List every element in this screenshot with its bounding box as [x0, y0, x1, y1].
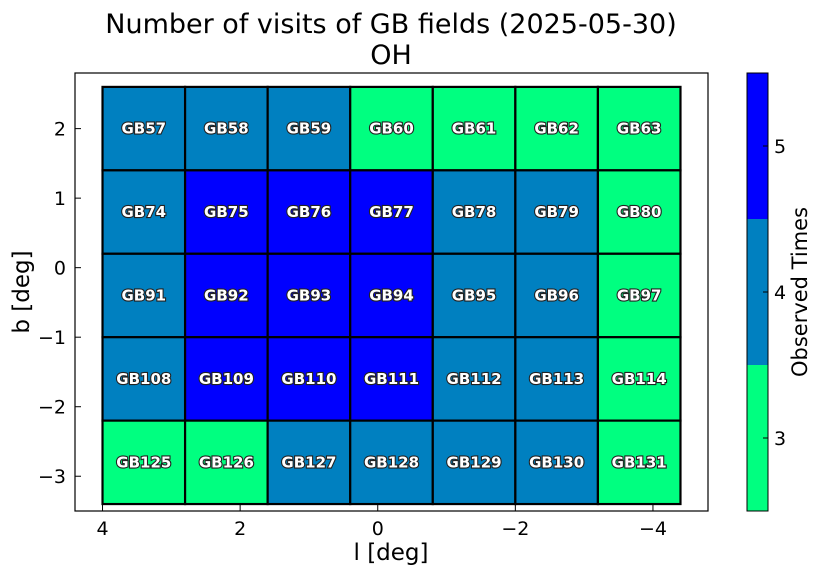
y-tick-label: −3: [38, 466, 66, 488]
field-label: GB57: [121, 120, 166, 138]
colorbar-tick-label: 5: [774, 136, 786, 158]
x-tick-label: −2: [501, 518, 529, 540]
field-cell: [101, 85, 187, 172]
x-tick-label: 2: [234, 518, 246, 540]
field-cell: [183, 252, 269, 339]
field-label: GB75: [204, 203, 249, 221]
field-label: GB74: [121, 203, 166, 221]
field-label: GB112: [447, 370, 502, 388]
chart-subtitle: OH: [370, 40, 412, 71]
field-cell: [183, 169, 269, 255]
field-label: GB113: [529, 370, 584, 388]
plot-area: GB57 GB58 GB59 GB60 GB61 GB62 GB63 GB74 GB75 GB76…: [38, 72, 709, 540]
field-label: GB93: [287, 286, 332, 304]
field-label: GB62: [534, 120, 579, 138]
field-label: GB80: [617, 203, 662, 221]
field-cell: [596, 419, 682, 506]
y-tick-label: 0: [54, 258, 66, 280]
y-tick-label: 2: [54, 119, 66, 141]
chart-title: Number of visits of GB fields (2025-05-3…: [105, 9, 676, 40]
field-cell: [349, 169, 434, 255]
field-label: GB130: [529, 453, 584, 471]
x-axis-ticks: 4 2 0 −2 −4: [96, 505, 667, 540]
field-label: GB110: [281, 370, 336, 388]
field-label: GB97: [617, 286, 662, 304]
field-cell: [596, 336, 682, 422]
field-label: GB111: [364, 370, 419, 388]
colorbar-label: Observed Times: [788, 207, 812, 377]
field-label: GB95: [452, 286, 497, 304]
colorbar-tick-label: 3: [774, 428, 786, 450]
field-label: GB61: [452, 120, 497, 138]
field-label: GB91: [121, 286, 166, 304]
field-label: GB59: [287, 120, 332, 138]
field-label: GB114: [612, 370, 667, 388]
colorbar-level: [747, 73, 768, 219]
field-cell: [431, 336, 517, 422]
y-tick-label: −1: [38, 327, 66, 349]
field-label: GB63: [617, 120, 662, 138]
field-label: GB79: [534, 203, 579, 221]
x-tick-label: −4: [639, 518, 667, 540]
field-cell: [431, 252, 517, 339]
field-label: GB78: [452, 203, 497, 221]
colorbar-level: [747, 365, 768, 511]
y-axis-label: b [deg]: [9, 250, 35, 333]
x-axis-label: l [deg]: [354, 540, 429, 566]
colorbar: 3 4 5 Observed Times: [746, 72, 812, 512]
field-cell: [101, 336, 187, 422]
field-label: GB128: [364, 453, 419, 471]
field-cell: [514, 419, 600, 506]
field-label: GB58: [204, 120, 249, 138]
y-tick-label: 1: [54, 188, 66, 210]
field-label: GB76: [287, 203, 332, 221]
field-label: GB77: [369, 203, 414, 221]
field-label: GB131: [612, 453, 667, 471]
field-cell: [183, 419, 269, 506]
y-tick-label: −2: [38, 397, 66, 419]
field-label: GB96: [534, 286, 579, 304]
colorbar-level: [747, 219, 768, 365]
field-cell: [266, 252, 352, 339]
field-label: GB92: [204, 286, 249, 304]
field-label: GB109: [199, 370, 254, 388]
field-cell: [514, 169, 600, 255]
field-label: GB60: [369, 120, 414, 138]
field-cell: [431, 419, 517, 506]
field-cell: [431, 85, 517, 172]
field-label: GB108: [116, 370, 171, 388]
colorbar-tick-label: 4: [774, 282, 786, 304]
x-tick-label: 0: [372, 518, 384, 540]
field-cell: [101, 252, 187, 339]
field-cell: [596, 85, 682, 172]
field-cell: [349, 252, 434, 339]
colorbar-levels: [747, 73, 768, 511]
field-label: GB94: [369, 286, 414, 304]
field-label: GB125: [116, 453, 171, 471]
field-label: GB129: [447, 453, 502, 471]
field-cell: [514, 252, 600, 339]
field-cell: [514, 336, 600, 422]
field-label: GB126: [199, 453, 254, 471]
field-label: GB127: [281, 453, 336, 471]
field-cell: [596, 252, 682, 339]
field-cells: GB57 GB58 GB59 GB60 GB61 GB62 GB63 GB74 GB75 GB76…: [101, 85, 682, 506]
y-axis-ticks: 2 1 0 −1 −2 −3: [38, 119, 81, 488]
x-tick-label: 4: [96, 518, 108, 540]
colorbar-ticks: 3 4 5: [763, 136, 786, 450]
